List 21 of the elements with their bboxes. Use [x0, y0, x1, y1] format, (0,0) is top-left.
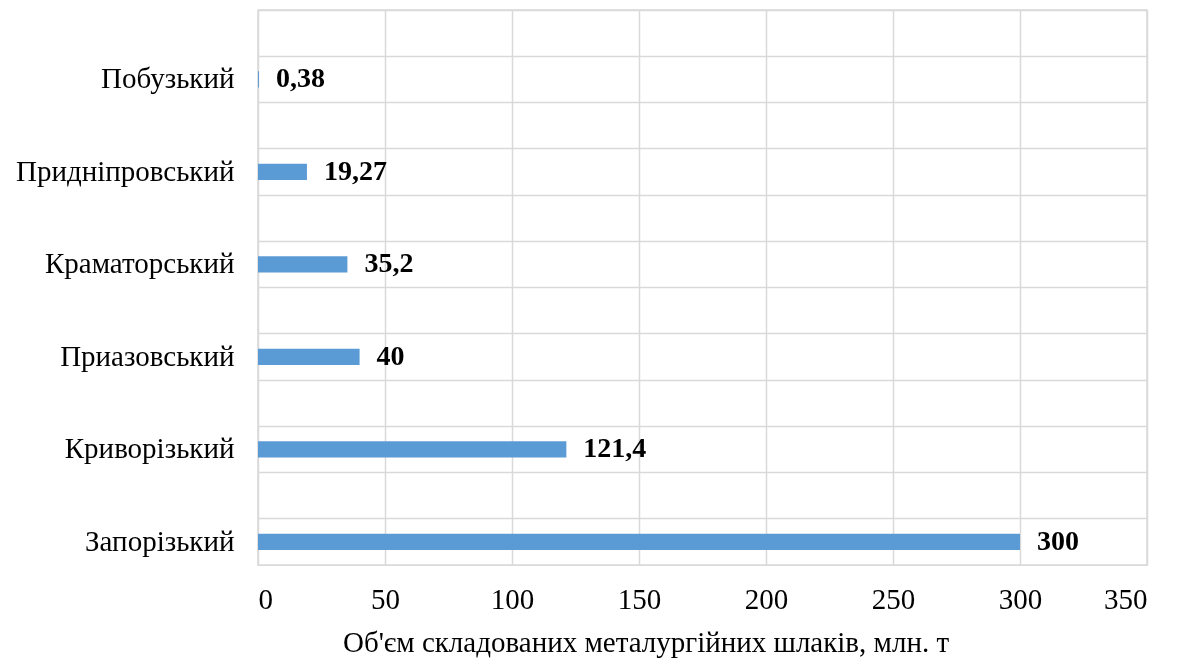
data-label: 0,38	[275, 62, 325, 94]
y-tick-label: Краматорський	[44, 247, 235, 280]
y-tick-label: Запорізький	[85, 524, 235, 557]
x-tick-label: 200	[744, 582, 789, 615]
y-tick-label: Криворізький	[64, 432, 235, 465]
data-label: 300	[1037, 524, 1079, 556]
data-label: 19,27	[323, 154, 387, 186]
x-tick-label: 150	[617, 582, 662, 615]
data-label: 40	[376, 339, 405, 371]
x-tick-label: 100	[490, 582, 535, 615]
data-label: 121,4	[583, 432, 647, 464]
x-tick-label: 50	[371, 582, 400, 615]
x-tick-label: 350	[1104, 582, 1148, 615]
y-tick-label: Побузький	[101, 62, 235, 95]
data-label: 35,2	[364, 247, 414, 279]
x-tick-label: 250	[871, 582, 916, 615]
x-axis-title: Об'єм складованих металургійних шлаків, млн. т	[342, 625, 950, 658]
x-tick-label: 0	[258, 582, 273, 615]
y-tick-label: Придніпровський	[15, 154, 235, 187]
x-tick-label: 300	[998, 582, 1043, 615]
y-tick-label: Приазовський	[60, 339, 235, 372]
